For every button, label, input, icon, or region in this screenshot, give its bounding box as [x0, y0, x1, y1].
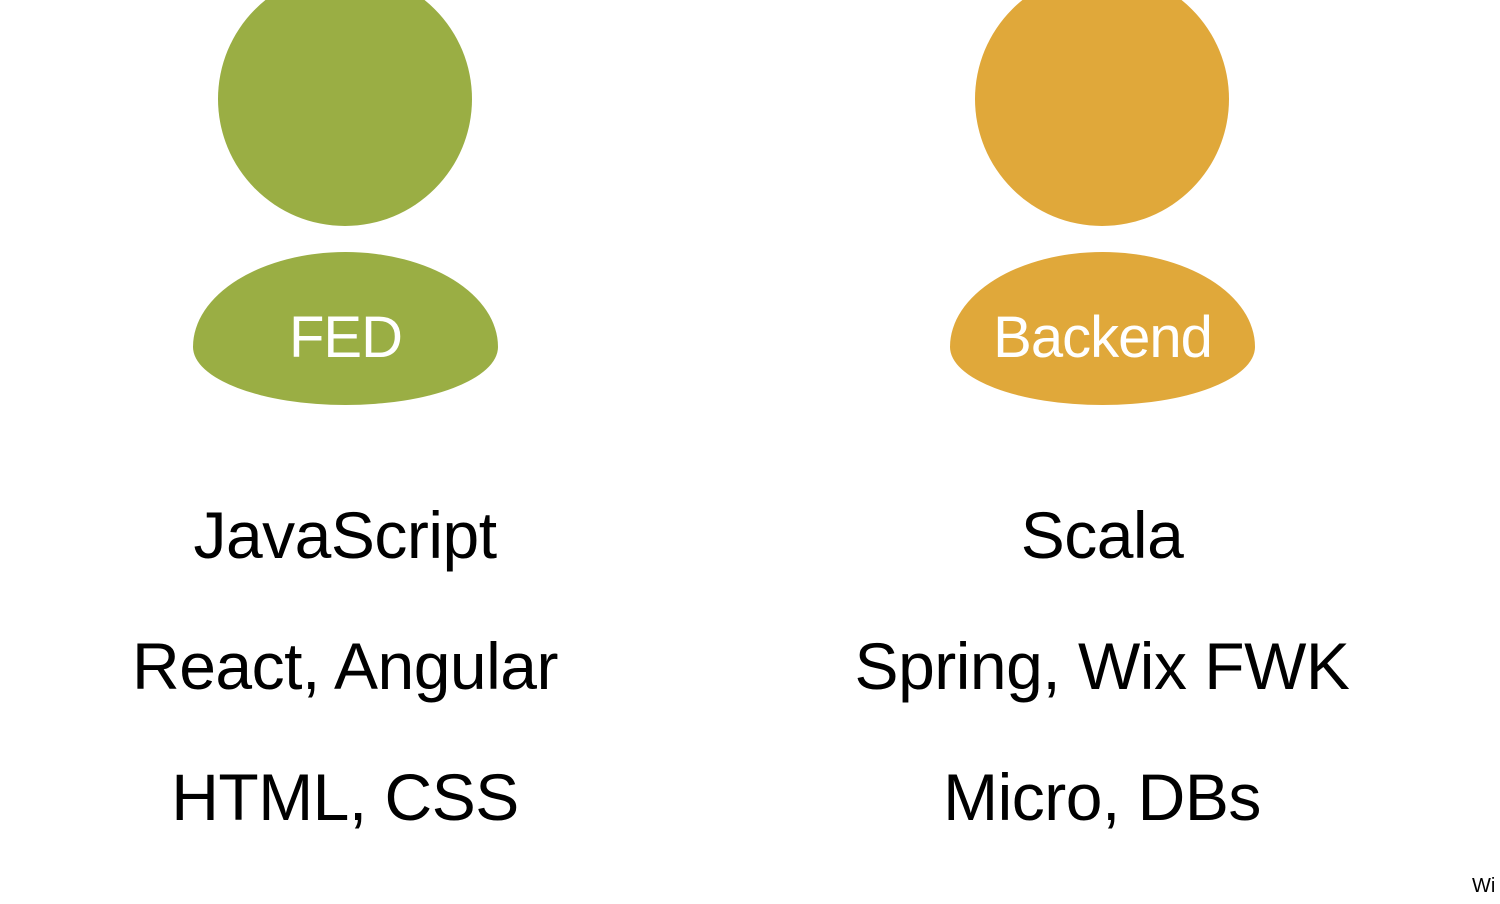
fed-skill-item: HTML, CSS — [171, 760, 519, 834]
backend-head-shape — [975, 0, 1229, 226]
backend-skill-item: Micro, DBs — [943, 760, 1261, 834]
backend-person-icon: Backend — [942, 0, 1262, 420]
backend-skills-list: Scala Spring, Wix FWK Micro, DBs — [752, 490, 1452, 883]
fed-role-label: FED — [289, 305, 403, 370]
fed-body-shape: FED — [193, 252, 498, 405]
fed-head-shape — [218, 0, 472, 226]
corner-logo-text: Wi — [1472, 875, 1496, 897]
backend-role-label: Backend — [993, 305, 1213, 370]
backend-body-shape: Backend — [950, 252, 1255, 405]
fed-skills-list: JavaScript React, Angular HTML, CSS — [0, 490, 695, 883]
backend-skill-item: Spring, Wix FWK — [854, 629, 1350, 703]
fed-skill-item: React, Angular — [132, 629, 558, 703]
fed-skill-item: JavaScript — [193, 498, 497, 572]
backend-skill-item: Scala — [1020, 498, 1184, 572]
fed-person-icon: FED — [185, 0, 505, 420]
